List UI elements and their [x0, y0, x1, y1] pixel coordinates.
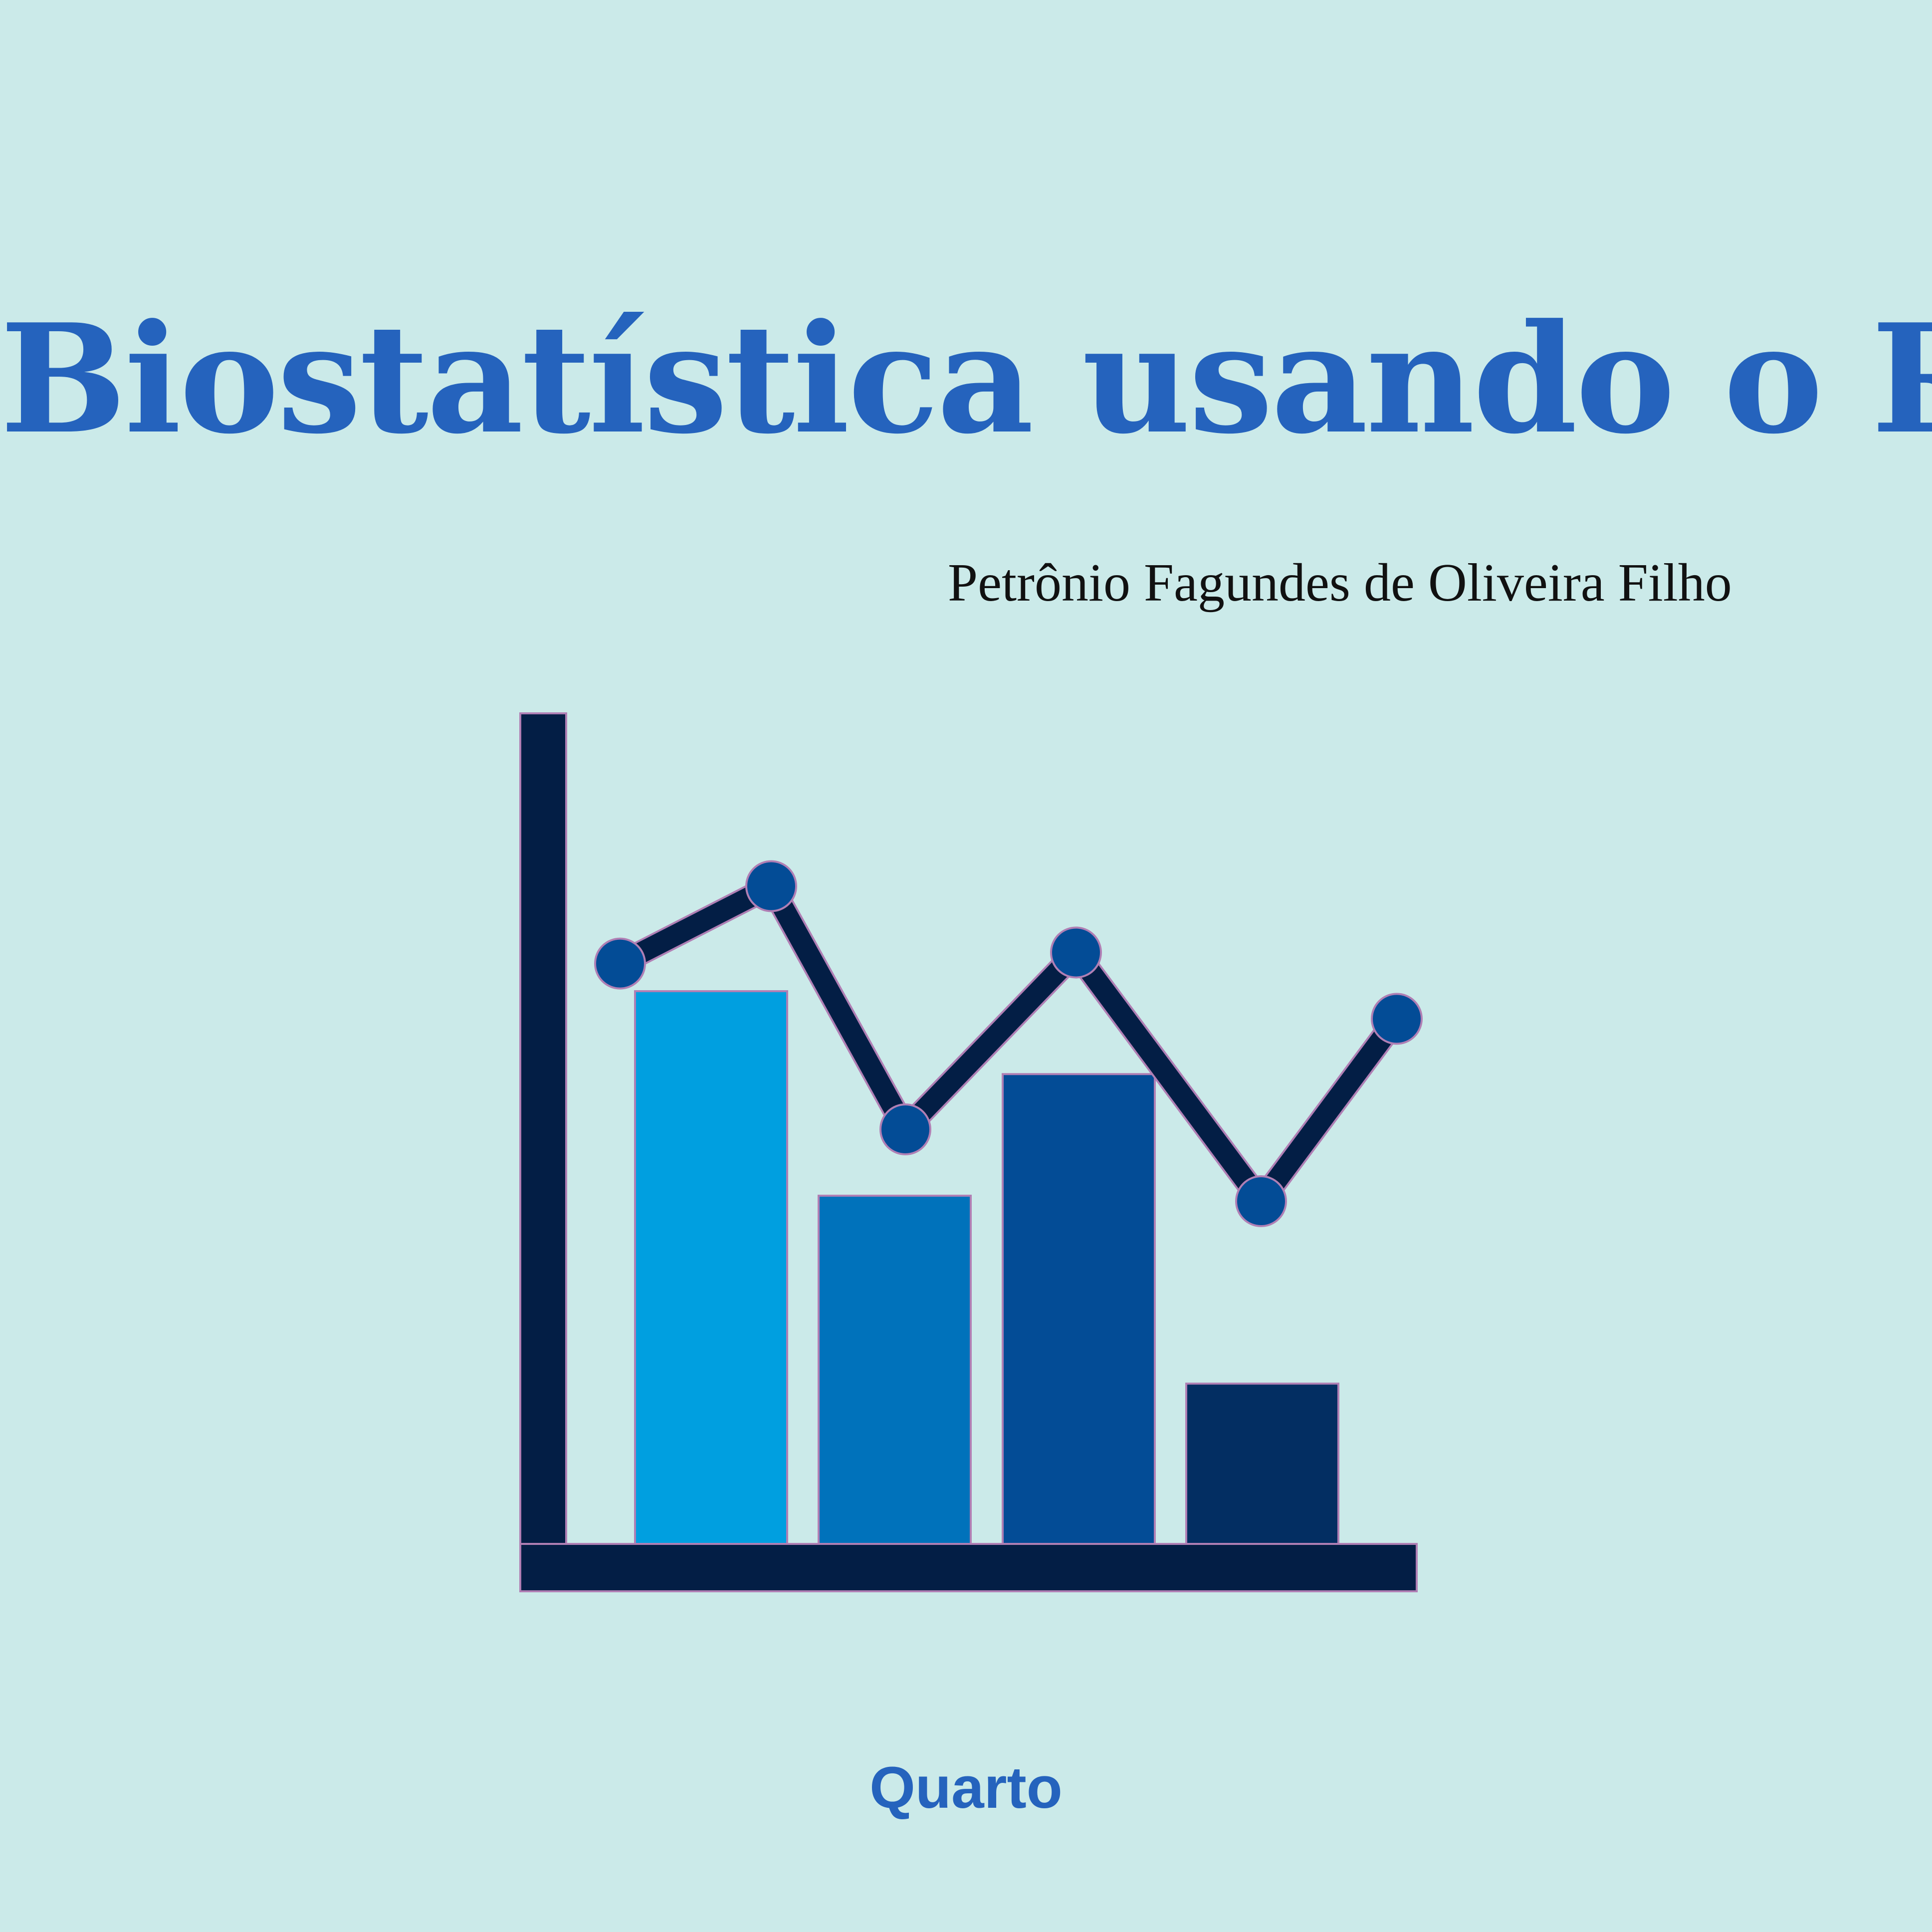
chart-bar	[1185, 1382, 1339, 1545]
chart-y-axis	[519, 712, 567, 1592]
chart-trend-line	[594, 860, 1423, 1228]
chart-bar	[634, 990, 788, 1545]
chart-point	[1235, 1175, 1287, 1228]
chart-point	[1050, 926, 1102, 979]
chart-point	[879, 1103, 931, 1155]
chart-x-axis	[519, 1543, 1418, 1592]
chart-point	[1371, 993, 1423, 1045]
cover-title: Biostatística usando o R	[0, 291, 1932, 467]
chart-bars	[634, 990, 1339, 1545]
chart-bar	[818, 1194, 972, 1545]
cover-publisher: Quarto	[869, 1755, 1063, 1821]
chart-bar	[1002, 1073, 1156, 1545]
chart-point	[594, 937, 646, 990]
chart-point	[745, 860, 797, 912]
chart-line	[615, 875, 1405, 1212]
cover-author: Petrônio Fagundes de Oliveira Filho	[948, 553, 1732, 613]
